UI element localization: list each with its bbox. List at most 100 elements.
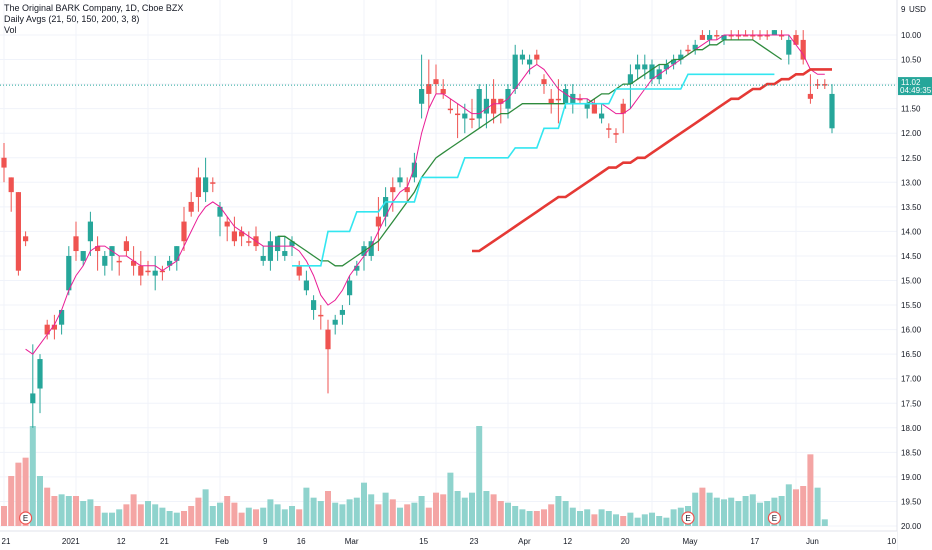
candle-body [15,192,21,271]
candle-body [347,280,353,296]
candle-body [80,251,86,261]
candle-body [51,324,57,330]
candle-body [699,35,705,40]
candle-body [447,108,453,111]
volume-bar [807,454,814,526]
candle-body [728,35,734,37]
volume-bar [245,507,252,526]
candle-body [829,93,835,129]
price-axis-tick: 17.00 [901,375,922,384]
volume-bar [274,504,281,526]
candle-body [260,255,266,261]
candle-body [368,241,374,256]
candle-body [764,35,770,37]
candle-body [332,319,338,325]
candle-body [469,118,475,120]
volume-bar [605,511,612,526]
volume-bar [454,491,461,526]
volume-bar [260,507,267,526]
volume-bar [238,512,245,526]
moving-average-lines [25,34,832,355]
price-axis-top-label: 9 [901,5,906,14]
earnings-badge [767,511,782,525]
volume-bar [353,497,360,526]
candle-body [282,251,288,256]
price-axis[interactable]: 9 USD 10.00 10.50 11.50 12.00 12.50 13.00 13.50 1… [896,0,932,550]
chart-grid [0,0,897,527]
candle-body [8,177,14,193]
volume-bar [58,494,65,526]
candle-body [174,246,180,261]
candle-body [390,187,396,193]
candle-body [476,89,482,119]
time-axis-label: 10 [887,537,896,546]
volume-bar [814,487,821,526]
volume-bar [325,491,331,526]
volume-bar [397,507,403,526]
volume-bar [469,492,475,526]
volume-bar [29,426,36,526]
candle-body [419,89,425,104]
candle-body [131,260,137,266]
chart-title: The Original BARK Company, 1D, Cboe BZX [4,3,184,13]
candle-body [289,241,295,247]
volume-bar [742,496,749,526]
volume-bar [166,511,173,526]
candle-body [23,236,29,242]
volume-bar [490,494,497,526]
price-axis-tick: 13.50 [901,203,922,212]
time-axis-label: 15 [419,537,428,546]
volume-bar [339,504,346,526]
earnings-badge-label: E [685,514,690,523]
volume-bar [217,502,223,526]
candle-body [577,98,583,101]
candle-body [606,128,612,130]
volume-bar [476,426,483,526]
price-axis-tick: 19.00 [901,473,922,482]
volume-bar [569,507,576,526]
price-axis-tick: 16.00 [901,326,922,335]
volume-bar [461,497,468,526]
candle-body [95,246,101,252]
volume-bar [123,504,130,526]
time-axis-label: Apr [518,537,531,546]
volume-bar [116,509,123,526]
candle-body [663,64,669,70]
candle-body [73,236,79,252]
candle-body [743,35,749,37]
candle-body [534,54,540,60]
price-axis-tick: 17.50 [901,399,922,408]
volume-bar [375,504,382,526]
candle-body [584,103,590,109]
volume-bar [764,501,771,526]
time-axis[interactable]: 21 2021 12 21 Feb 9 16 Mar 15 23 Apr 12 20 May 17 Jun 10 [0,530,897,550]
candle-body [627,74,633,85]
candle-body [66,255,72,291]
candle-body [152,270,158,276]
ma-line-ma-pink [25,34,825,355]
candle-body [1,157,7,168]
time-axis-label: 21 [160,537,169,546]
volume-bar [101,512,108,526]
candle-body [786,39,792,55]
volume-bar [15,462,22,526]
volume-bar [8,476,15,526]
candle-body [548,98,554,104]
candle-body [440,89,446,94]
volume-bar [159,507,166,526]
volume-bar [785,484,792,526]
volume-bar [613,514,619,526]
indicator-legend: Daily Avgs (21, 50, 150, 200, 3, 8) [4,14,140,24]
volume-bar [483,491,490,526]
candle-body [383,197,389,217]
candle-body [642,64,648,70]
candle-body [455,113,461,116]
volume-bar [634,517,641,526]
time-axis-label: 12 [117,537,126,546]
volume-bar [649,512,655,526]
volume-bar [526,511,533,526]
candle-body [555,98,561,101]
candlesticks [1,30,835,428]
candle-body [491,98,497,114]
